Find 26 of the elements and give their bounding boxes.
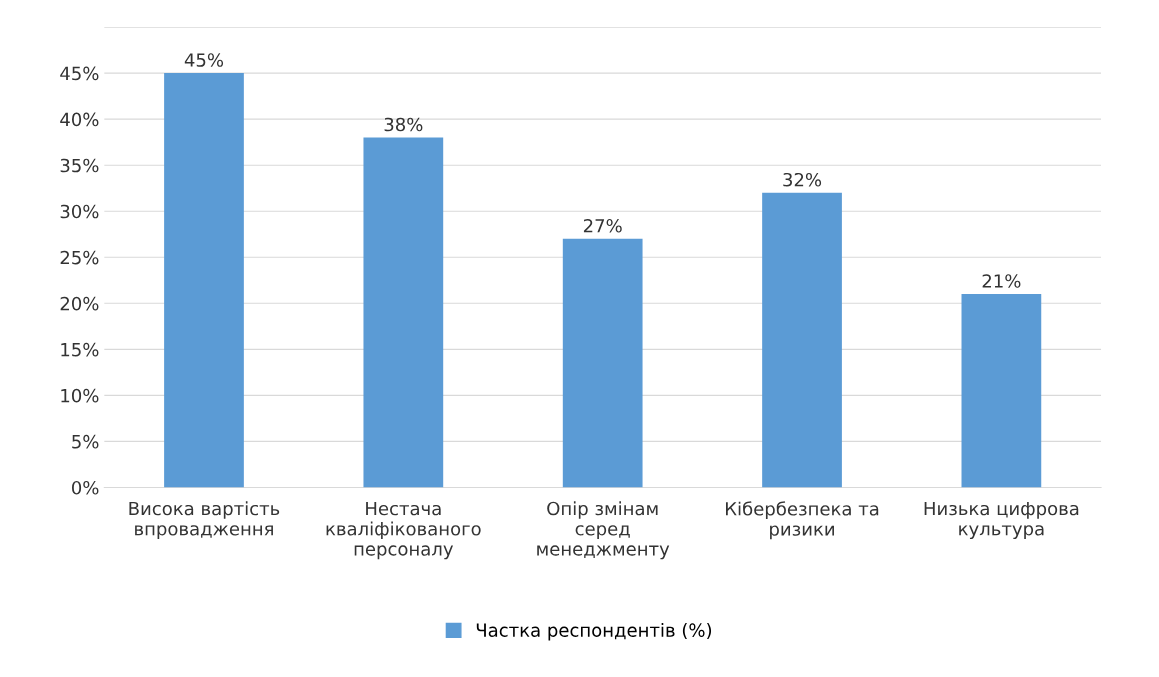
bar xyxy=(961,294,1042,488)
data-label: 32% xyxy=(783,172,822,187)
bar xyxy=(562,238,643,488)
x-tick-label: Кібербезпека та ризики xyxy=(726,501,879,540)
y-tick-label: 10% xyxy=(61,388,99,403)
y-tick-label: 35% xyxy=(60,158,99,173)
y-tick-label: 5% xyxy=(72,434,99,449)
y-tick-label: 30% xyxy=(60,204,99,219)
y-tick-label: 45% xyxy=(60,66,99,81)
x-tick-label: Опір змінам серед менеджменту xyxy=(537,501,670,560)
y-tick-label: 15% xyxy=(61,342,99,357)
bar xyxy=(164,73,244,488)
y-tick-label: 0% xyxy=(72,480,99,495)
x-tick-label: Нестача кваліфікованого персоналу xyxy=(326,501,481,560)
data-label: 27% xyxy=(583,218,622,233)
y-tick-label: 40% xyxy=(60,112,99,127)
x-tick-label: Висока вартість впровадження xyxy=(129,501,280,540)
bar xyxy=(363,137,444,488)
y-tick-label: 25% xyxy=(60,250,99,265)
bar xyxy=(762,192,842,488)
y-tick-label: 20% xyxy=(60,296,99,311)
data-label: 21% xyxy=(982,274,1021,288)
data-label: 38% xyxy=(384,117,423,132)
data-label: 45% xyxy=(184,53,224,67)
x-tick-label: Низька цифрова культура xyxy=(924,501,1079,540)
legend-label: Частка респондентів (%) xyxy=(476,622,712,641)
